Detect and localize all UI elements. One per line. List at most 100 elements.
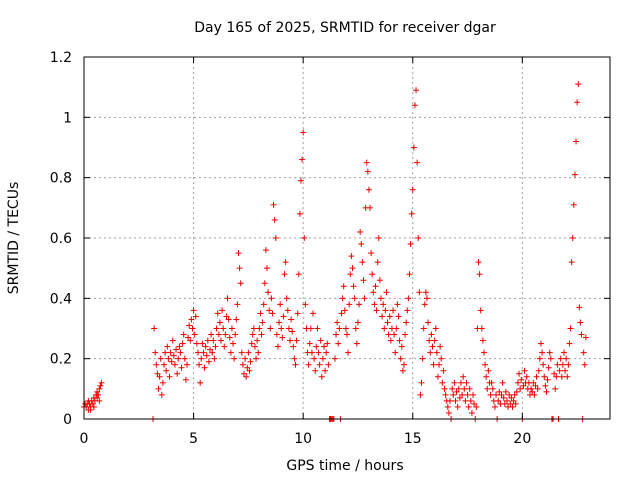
data-point — [96, 385, 103, 392]
data-point — [541, 373, 548, 380]
data-point — [97, 382, 104, 389]
data-point — [395, 313, 402, 320]
data-point — [245, 349, 252, 356]
data-point — [360, 277, 367, 284]
y-axis-label: SRMTID / TECUs — [6, 182, 22, 295]
data-point — [409, 186, 416, 193]
data-point — [535, 367, 542, 374]
data-point — [323, 349, 330, 356]
data-point — [178, 364, 185, 371]
data-point — [373, 307, 380, 314]
data-point — [413, 87, 420, 94]
data-point — [190, 307, 197, 314]
data-point — [237, 280, 244, 287]
data-point — [345, 349, 352, 356]
data-point — [349, 265, 356, 272]
data-point — [483, 373, 490, 380]
data-point — [177, 349, 184, 356]
data-point — [205, 358, 212, 365]
data-point — [168, 358, 175, 365]
data-point — [475, 259, 482, 266]
data-point — [564, 373, 571, 380]
data-point — [291, 355, 298, 362]
data-point — [225, 316, 232, 323]
data-point — [406, 271, 413, 278]
data-point — [556, 367, 563, 374]
data-point — [414, 159, 421, 166]
data-point — [421, 301, 428, 308]
data-point — [363, 159, 370, 166]
data-point — [224, 295, 231, 302]
x-axis-label: GPS time / hours — [286, 458, 403, 474]
data-point — [456, 394, 463, 401]
data-point — [495, 397, 502, 404]
data-point — [189, 325, 196, 332]
data-point — [520, 382, 527, 389]
data-point — [553, 373, 560, 380]
data-point — [322, 367, 329, 374]
data-point — [382, 307, 389, 314]
data-point — [455, 385, 462, 392]
data-point — [341, 307, 348, 314]
data-point — [184, 361, 191, 368]
data-point — [400, 361, 407, 368]
data-point — [392, 349, 399, 356]
data-point — [399, 367, 406, 374]
data-point — [270, 201, 277, 208]
data-point — [159, 379, 166, 386]
data-point — [502, 388, 509, 395]
data-point — [221, 343, 228, 350]
data-point — [197, 379, 204, 386]
data-point — [468, 409, 475, 416]
data-point — [539, 349, 546, 356]
data-point — [307, 325, 314, 332]
data-point — [576, 304, 583, 311]
data-point — [384, 319, 391, 326]
data-point — [258, 331, 265, 338]
data-point — [537, 340, 544, 347]
data-point — [379, 313, 386, 320]
data-point — [436, 361, 443, 368]
data-point — [532, 382, 539, 389]
data-point — [340, 283, 347, 290]
data-point — [278, 325, 285, 332]
data-point — [89, 400, 96, 407]
data-point — [193, 340, 200, 347]
data-point — [367, 204, 374, 211]
data-point — [473, 403, 480, 410]
data-point — [236, 265, 243, 272]
data-point — [170, 352, 177, 359]
data-point — [208, 331, 215, 338]
data-point — [187, 337, 194, 344]
data-point — [244, 364, 251, 371]
data-point — [425, 319, 432, 326]
data-point — [247, 358, 254, 365]
data-point — [94, 394, 101, 401]
data-point — [254, 337, 261, 344]
data-point — [386, 313, 393, 320]
data-point — [299, 156, 306, 163]
data-point — [180, 331, 187, 338]
data-point — [566, 340, 573, 347]
data-point — [426, 337, 433, 344]
data-point — [223, 313, 230, 320]
data-point — [222, 331, 229, 338]
data-point — [282, 259, 289, 266]
data-point — [354, 319, 361, 326]
data-point — [269, 310, 276, 317]
data-point — [488, 379, 495, 386]
data-point — [246, 367, 253, 374]
data-point — [296, 210, 303, 217]
data-point — [394, 301, 401, 308]
data-point — [383, 289, 390, 296]
data-point — [464, 391, 471, 398]
data-point — [523, 373, 530, 380]
data-point — [260, 301, 267, 308]
data-point — [191, 331, 198, 338]
data-point — [510, 397, 517, 404]
data-point — [302, 301, 309, 308]
data-point — [530, 379, 537, 386]
data-point — [285, 325, 292, 332]
data-point — [568, 259, 575, 266]
